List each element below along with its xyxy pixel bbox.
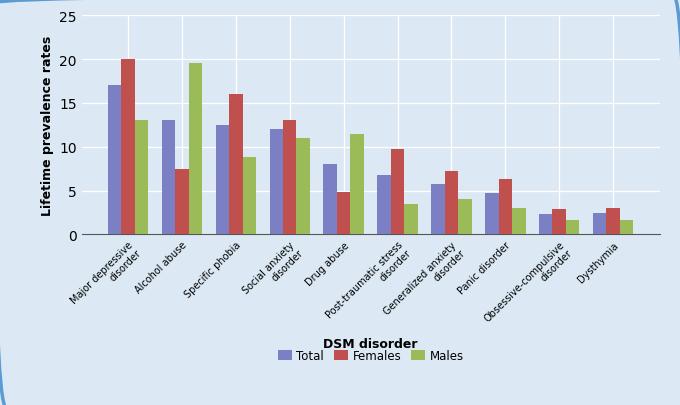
- Bar: [324, 165, 337, 235]
- Bar: [485, 194, 498, 235]
- Bar: [445, 172, 458, 235]
- Bar: [337, 193, 350, 235]
- X-axis label: DSM disorder: DSM disorder: [324, 337, 418, 350]
- Bar: [162, 121, 175, 235]
- Bar: [593, 213, 607, 235]
- Legend: Total, Females, Males: Total, Females, Males: [275, 347, 466, 364]
- Bar: [607, 209, 620, 235]
- Bar: [283, 121, 296, 235]
- Bar: [620, 220, 633, 235]
- Bar: [108, 86, 121, 235]
- Bar: [229, 95, 243, 235]
- Bar: [405, 204, 418, 235]
- Bar: [350, 134, 364, 235]
- Bar: [391, 150, 405, 235]
- Bar: [121, 60, 135, 235]
- Bar: [552, 209, 566, 235]
- Bar: [566, 221, 579, 235]
- Bar: [269, 130, 283, 235]
- Bar: [458, 199, 472, 235]
- Bar: [216, 126, 229, 235]
- Bar: [189, 64, 202, 235]
- Bar: [498, 180, 512, 235]
- Bar: [431, 185, 445, 235]
- Bar: [135, 121, 148, 235]
- Bar: [512, 209, 526, 235]
- Bar: [243, 158, 256, 235]
- Bar: [539, 215, 552, 235]
- Bar: [296, 139, 310, 235]
- Bar: [377, 175, 391, 235]
- Y-axis label: Lifetime prevalence rates: Lifetime prevalence rates: [41, 36, 54, 215]
- Bar: [175, 169, 189, 235]
